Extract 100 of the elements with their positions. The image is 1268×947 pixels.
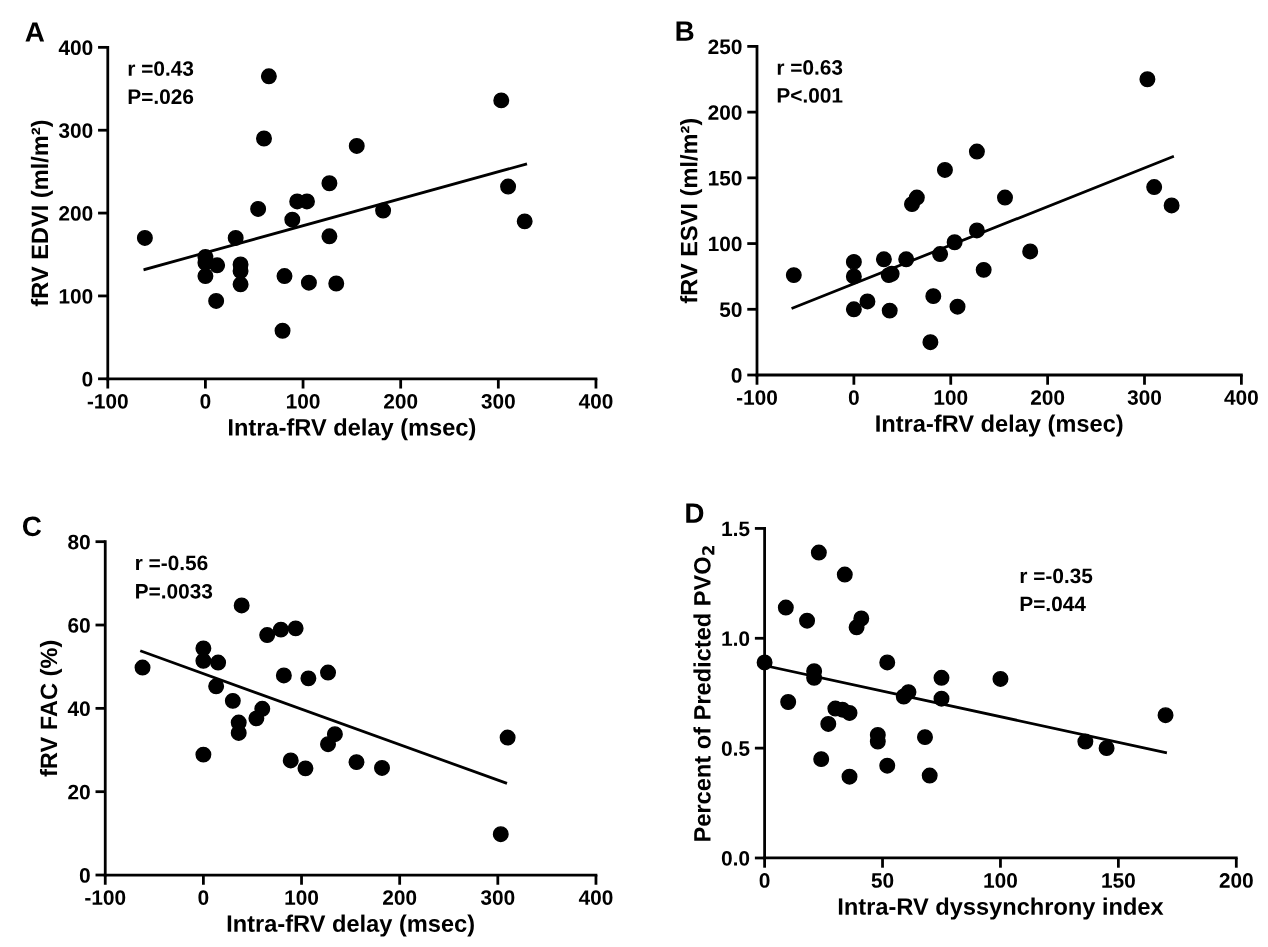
point: [845, 301, 862, 318]
x-axis-title: Intra-RV dyssynchrony index: [838, 897, 1164, 920]
point: [500, 178, 517, 195]
y-tick-label: 100: [59, 288, 93, 304]
x-tick-label: 100: [934, 390, 968, 405]
point: [841, 704, 858, 721]
x-tick-label: 0: [848, 390, 859, 405]
annotation: P<.001: [777, 88, 843, 103]
point: [785, 267, 802, 284]
point: [287, 620, 304, 637]
point: [259, 627, 276, 643]
point: [260, 68, 277, 85]
point: [209, 257, 226, 274]
x-axis-title: Intra-fRV delay (msec): [876, 414, 1123, 437]
y-axis-title: fRV EDVI (ml/m²): [30, 120, 53, 307]
point: [933, 669, 950, 686]
point: [975, 261, 992, 278]
point: [921, 767, 938, 784]
point: [492, 826, 509, 843]
point: [780, 694, 797, 710]
point: [881, 302, 898, 319]
point: [256, 130, 272, 147]
point: [493, 92, 510, 109]
y-axis-title: Percent of Predicted PVO$_{2}$: [693, 546, 715, 841]
point: [777, 599, 794, 616]
y-tick-label: 200: [59, 206, 93, 221]
y-tick-label: 0: [82, 371, 93, 387]
point: [328, 275, 345, 292]
point: [898, 251, 915, 268]
point: [516, 213, 533, 230]
point: [272, 621, 289, 638]
point: [853, 610, 870, 627]
y-tick-label: 150: [708, 170, 742, 186]
chart-title: A: [25, 22, 45, 42]
point: [997, 189, 1013, 206]
x-tick-label: 200: [1030, 390, 1065, 405]
point: [233, 597, 250, 614]
point: [936, 161, 953, 178]
y-tick-label: 300: [58, 123, 93, 138]
y-tick-label: 0.0: [721, 850, 750, 866]
x-tick-label: 400: [578, 890, 613, 905]
point: [925, 288, 942, 305]
x-tick-label: 100: [984, 873, 1017, 888]
point: [1139, 71, 1156, 88]
point: [250, 200, 267, 217]
point: [968, 143, 985, 160]
point: [300, 274, 317, 291]
y-tick-label: 80: [68, 534, 90, 550]
point: [210, 654, 227, 671]
annotation: r =0.63: [777, 60, 843, 75]
point: [274, 322, 291, 339]
point: [208, 678, 225, 695]
point: [968, 222, 985, 239]
point: [900, 684, 917, 701]
point: [275, 667, 292, 684]
point: [136, 229, 153, 246]
point: [320, 664, 337, 681]
annotation: r =0.43: [128, 61, 194, 76]
x-tick-label: 200: [384, 393, 418, 409]
y-tick-label: 50: [719, 302, 742, 318]
x-tick-label: 0: [759, 873, 770, 888]
y-tick-label: 250: [708, 39, 742, 55]
point: [756, 654, 773, 671]
annotation: P=.044: [1020, 596, 1086, 612]
point: [820, 715, 837, 732]
point: [284, 211, 301, 228]
point: [276, 268, 293, 285]
point: [933, 690, 950, 707]
x-tick-label: 300: [481, 393, 515, 409]
point: [845, 268, 862, 285]
point: [992, 670, 1009, 687]
point: [836, 566, 853, 583]
x-tick-label: 400: [1224, 390, 1258, 405]
point: [875, 251, 892, 268]
x-tick-label: 300: [480, 890, 515, 905]
point: [375, 202, 392, 219]
point: [254, 700, 271, 717]
chart-title: B: [676, 21, 694, 41]
y-tick-label: 0: [731, 368, 742, 383]
x-tick-label: 200: [1219, 873, 1253, 888]
y-tick-label: 400: [58, 40, 93, 56]
point: [208, 292, 225, 309]
point: [348, 754, 365, 771]
y-tick-label: 1.5: [722, 521, 750, 537]
point: [282, 752, 299, 769]
x-tick-label: 100: [285, 890, 319, 905]
y-axis-title: fRV ESVI (ml/m²): [680, 118, 703, 304]
point: [799, 612, 816, 629]
x-tick-label: 0: [200, 393, 211, 409]
point: [841, 768, 858, 785]
point: [321, 228, 338, 245]
point: [197, 268, 214, 285]
point: [908, 189, 925, 206]
point: [946, 234, 963, 251]
chart-title: C: [22, 516, 42, 537]
y-tick-label: 0.5: [721, 741, 750, 756]
y-tick-label: 40: [67, 701, 90, 717]
y-axis-title: fRV FAC (%): [39, 640, 62, 777]
point: [348, 137, 365, 154]
point: [879, 654, 896, 671]
